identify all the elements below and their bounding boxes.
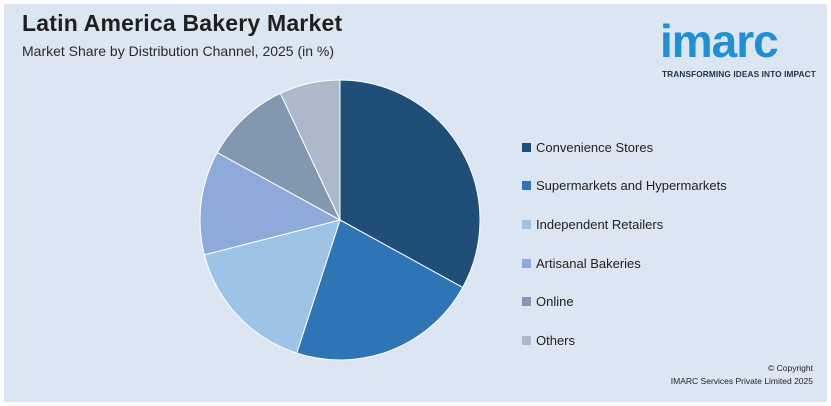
legend-item: Others [522, 321, 752, 360]
legend-label: Artisanal Bakeries [536, 255, 641, 271]
pie-slice-independent-retailers [203, 219, 341, 354]
legend-item: Online [522, 282, 752, 321]
pie-slice-others [279, 79, 341, 221]
pie-slice-convenience-stores [339, 79, 481, 289]
legend-item: Artisanal Bakeries [522, 244, 752, 283]
legend-label: Independent Retailers [536, 216, 664, 232]
chart-subtitle: Market Share by Distribution Channel, 20… [22, 43, 335, 59]
legend-swatch [522, 258, 531, 268]
pie-slice-online [216, 92, 342, 222]
pie-slice-supermarkets-and-hypermarkets [296, 219, 464, 361]
copyright-line-2: IMARC Services Private Limited 2025 [670, 376, 813, 386]
legend-swatch [522, 142, 531, 152]
logo-tagline: TRANSFORMING IDEAS INTO IMPACT [662, 69, 816, 79]
legend-item: Convenience Stores [522, 128, 752, 167]
legend-swatch [522, 297, 531, 307]
pie-chart [199, 79, 481, 361]
imarc-logo: imarc TRANSFORMING IDEAS INTO IMPACT [658, 12, 818, 79]
legend-label: Online [536, 294, 574, 310]
legend-swatch [522, 335, 531, 345]
copyright-notice: © Copyright IMARC Services Private Limit… [671, 362, 813, 388]
legend-item: Independent Retailers [522, 205, 752, 244]
copyright-line-1: © Copyright [767, 363, 813, 373]
legend-item: Supermarkets and Hypermarkets [522, 167, 752, 206]
legend-label: Others [536, 332, 576, 348]
legend-swatch [522, 181, 531, 191]
legend-label: Supermarkets and Hypermarkets [536, 178, 727, 194]
legend-label: Convenience Stores [536, 139, 654, 155]
legend-swatch [522, 219, 531, 229]
pie-slice-artisanal-bakeries [199, 151, 342, 256]
chart-title: Latin America Bakery Market [22, 10, 343, 36]
logo-wordmark: imarc [660, 15, 779, 67]
chart-legend: Convenience Stores Supermarkets and Hyper… [522, 128, 752, 360]
